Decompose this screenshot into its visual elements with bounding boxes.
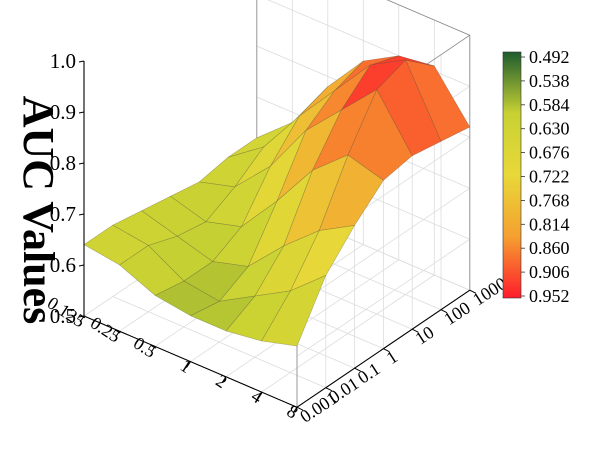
z-tick-label: 0.8: [50, 151, 76, 175]
x-tick-mark: [79, 315, 85, 323]
z-tick-label: 0.5: [50, 304, 76, 328]
colorbar-tick-label: 0.952: [529, 286, 570, 306]
wall-edge: [386, 0, 470, 36]
x-tick-label: 2: [212, 370, 230, 392]
x-tick-label: 4: [248, 386, 266, 408]
colorbar-tick-label: 0.722: [529, 167, 570, 187]
z-tick-mark: [78, 264, 85, 267]
z-tick-mark: [78, 162, 85, 165]
colorbar-tick-label: 0.538: [529, 71, 570, 91]
y-tick-mark: [383, 348, 390, 353]
y-tick-label: 10: [411, 322, 437, 349]
surface-patch: [83, 224, 149, 266]
y-tick-label: 0.1: [354, 359, 384, 388]
x-tick-mark: [257, 391, 262, 399]
z-tick-mark: [78, 60, 85, 63]
colorbar-tick-label: 0.584: [529, 95, 570, 115]
colorbar-tick-label: 0.860: [529, 238, 570, 258]
y-tick-label: 1: [383, 346, 401, 368]
z-tick-label: 0.9: [50, 100, 76, 124]
y-tick-mark: [325, 387, 333, 392]
colorbar: [502, 51, 522, 299]
x-tick-mark: [150, 346, 156, 353]
wall-gridline: [296, 187, 471, 306]
surface-patch: [112, 210, 178, 246]
surface-plot: [83, 55, 471, 347]
y-tick-mark: [354, 367, 361, 372]
y-tick-mark: [469, 289, 477, 294]
colorbar-tick-label: 0.768: [529, 190, 570, 210]
colorbar-tick-label: 0.814: [529, 214, 570, 234]
colorbar-tick-label: 0.630: [529, 119, 570, 139]
z-axis-title: AUC Values: [14, 96, 63, 325]
surface-patch: [141, 195, 207, 237]
colorbar-ticks: 0.492 0.538 0.584 0.630 0.676 0.722 0.768 0.814…: [521, 47, 570, 306]
x-tick-label: 1: [177, 355, 195, 377]
x-tick-mark: [221, 376, 227, 384]
surface-patch: [189, 295, 256, 332]
y-tick-mark: [411, 328, 419, 333]
x-tick-mark: [186, 361, 191, 368]
wall-gridline: [296, 238, 471, 357]
z-tick-mark: [78, 315, 85, 318]
z-tick-mark: [78, 213, 85, 216]
x-tick-label: 0.25: [87, 313, 124, 347]
z-tick-mark: [78, 111, 85, 114]
y-tick-mark: [440, 309, 448, 314]
z-tick-label: 0.7: [50, 202, 76, 226]
colorbar-tick-label: 0.676: [529, 143, 570, 163]
y-tick-mark: [296, 406, 304, 411]
surface-patch: [225, 290, 291, 342]
colorbar-tick-label: 0.492: [529, 47, 570, 67]
z-tick-label: 0.6: [50, 253, 76, 277]
y-tick-label: 100: [440, 298, 474, 329]
surface-patch: [198, 146, 265, 188]
x-tick-mark: [115, 330, 120, 338]
x-tick-mark: [292, 406, 298, 414]
surface-patch: [241, 130, 306, 227]
z-tick-label: 1.0: [50, 49, 76, 73]
axes: 0.50.60.70.80.91.00.1250.250.512480.0010…: [44, 49, 510, 427]
colorbar-tick-label: 0.906: [529, 262, 570, 282]
